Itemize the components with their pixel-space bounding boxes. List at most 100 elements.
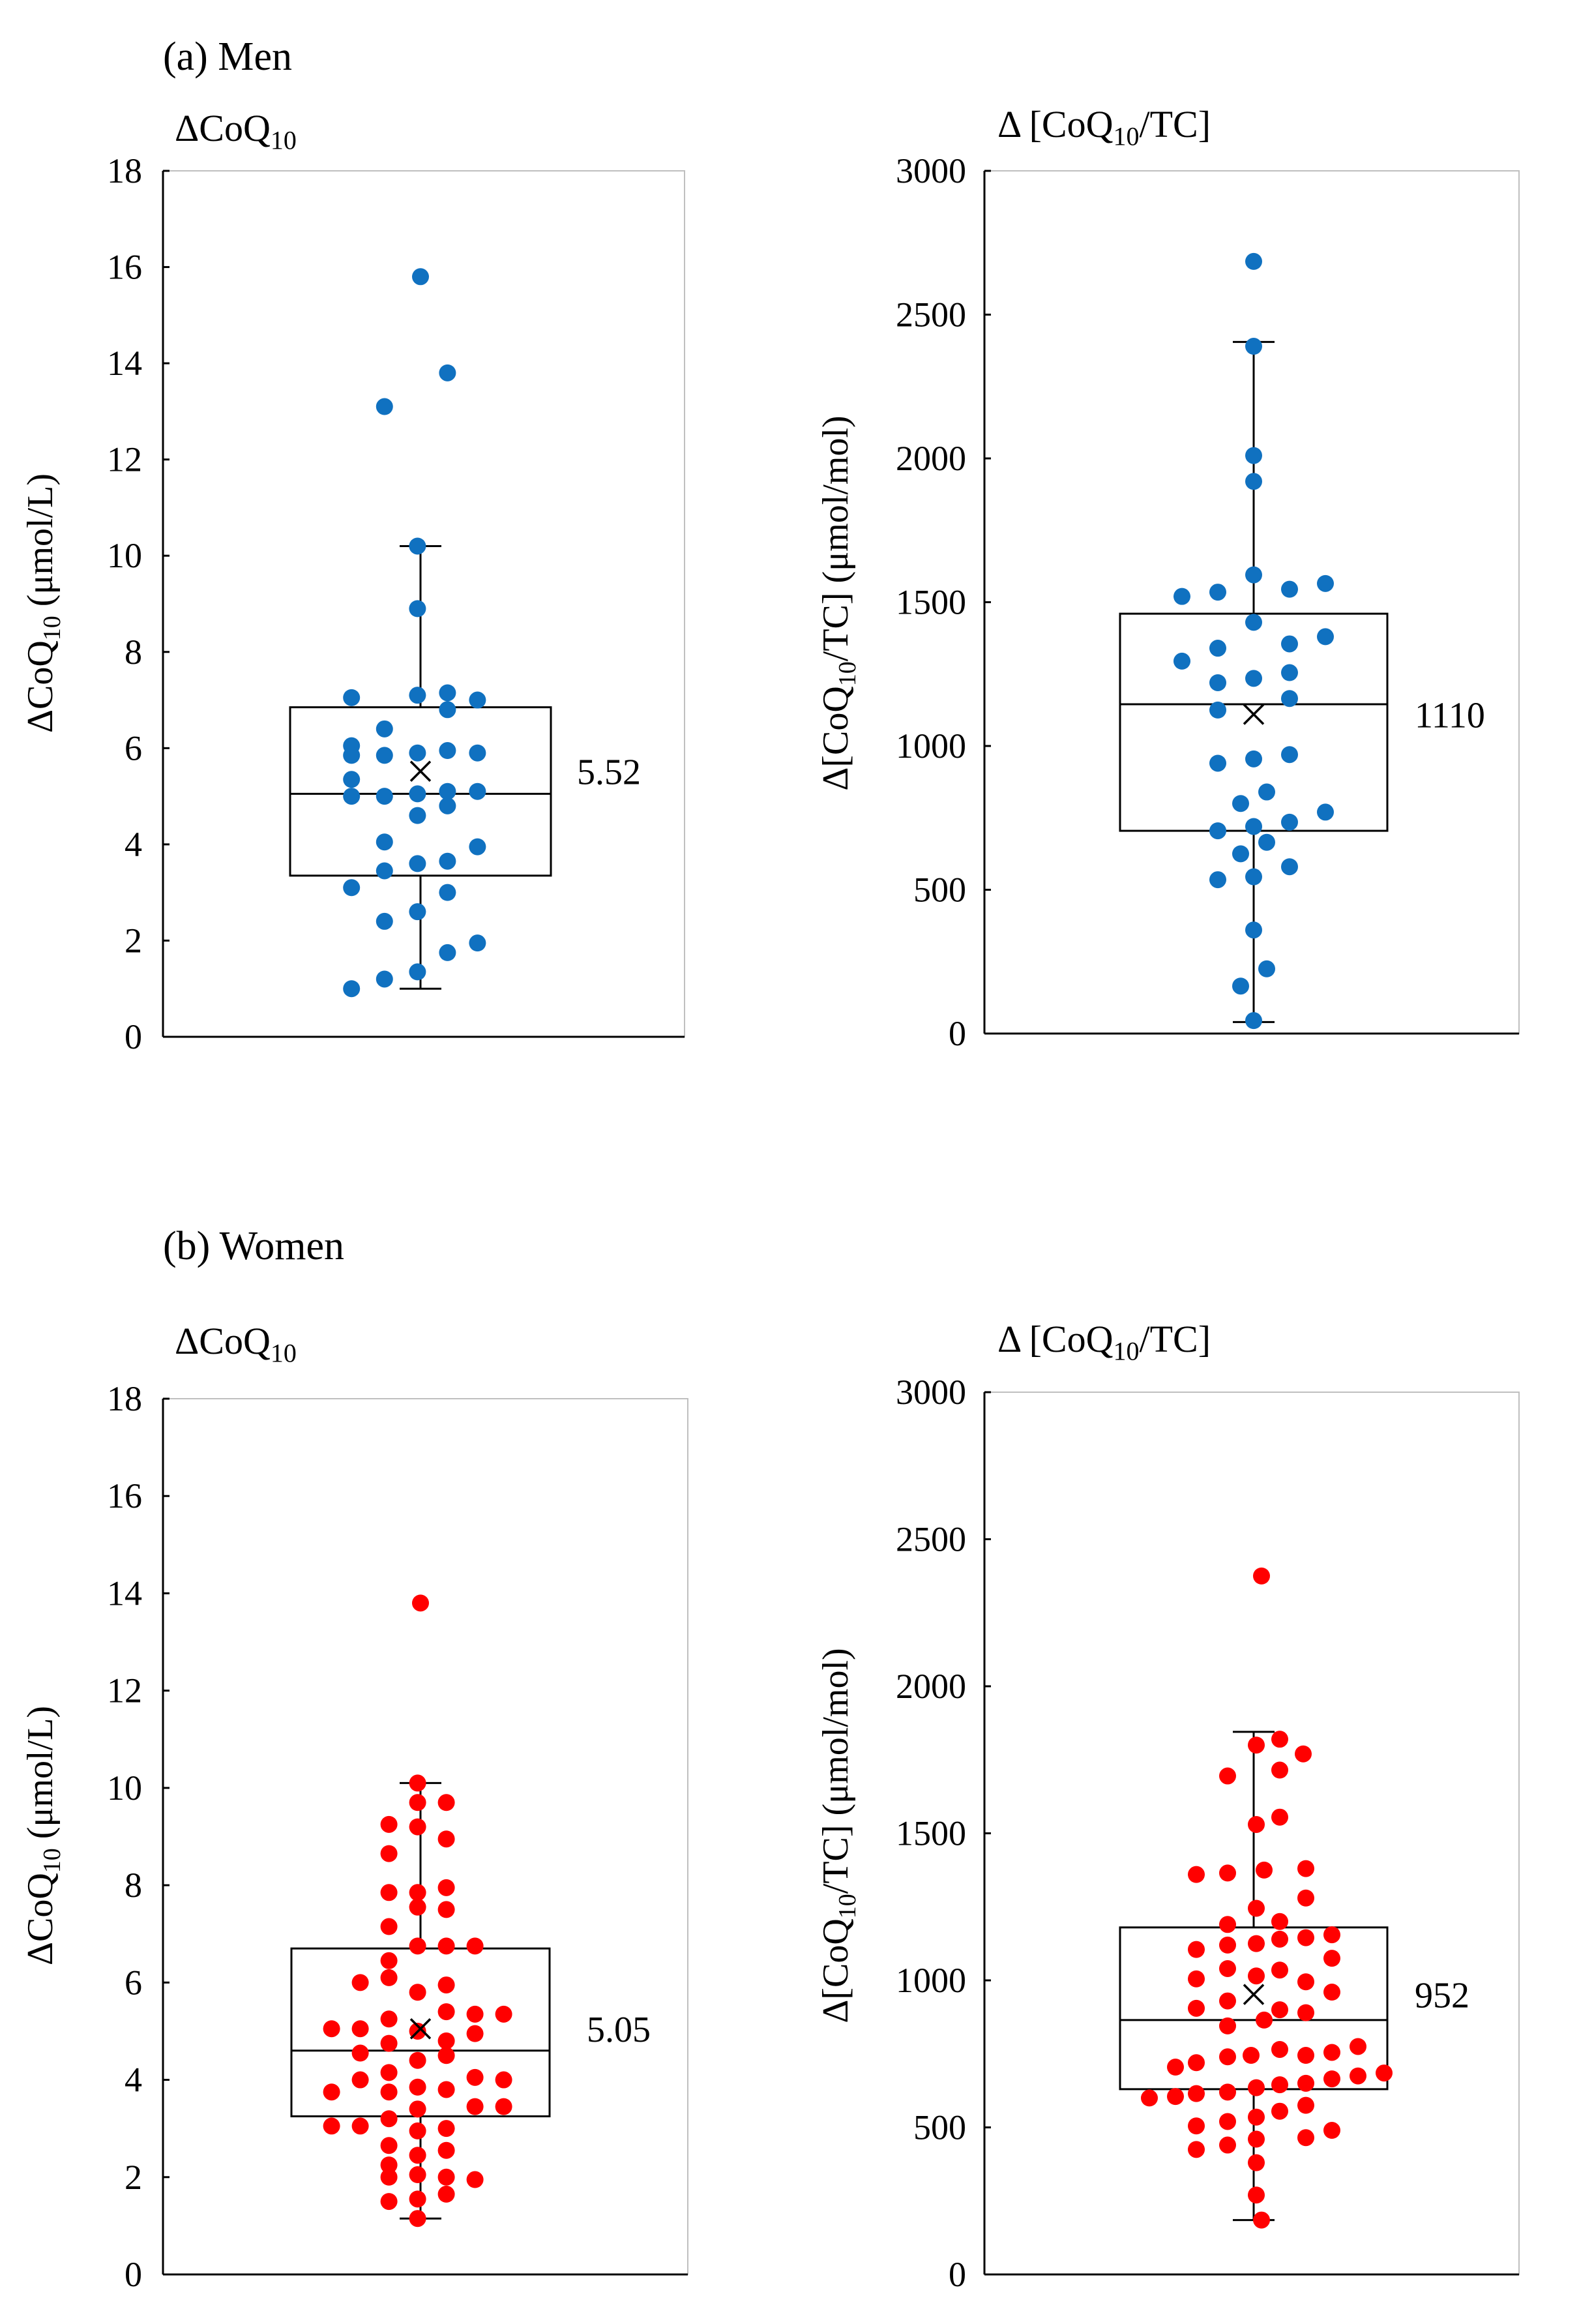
- data-point: [409, 537, 426, 555]
- data-point: [466, 2171, 484, 2188]
- y-tick-label: 3000: [896, 1373, 966, 1412]
- data-point: [469, 782, 486, 800]
- data-point: [1209, 640, 1226, 657]
- iqr-box: [1119, 1926, 1389, 2091]
- y-tick-label: 8: [125, 633, 142, 672]
- data-point: [1323, 2044, 1340, 2061]
- data-point: [380, 2193, 398, 2211]
- data-point: [409, 2078, 426, 2096]
- data-point: [409, 1794, 426, 1811]
- data-point: [409, 785, 426, 803]
- data-point: [376, 970, 393, 988]
- panel-label-men: (a) Men: [163, 35, 292, 79]
- mean-marker: [409, 760, 432, 782]
- y-tick-label: 0: [949, 2255, 966, 2294]
- data-point: [1245, 566, 1262, 584]
- data-point: [437, 2185, 455, 2203]
- data-point: [1256, 1861, 1273, 1879]
- chart-title-women-coq10: ΔCoQ10: [175, 1320, 297, 1368]
- data-point: [1219, 2083, 1236, 2101]
- data-point: [1219, 1959, 1236, 1977]
- data-point: [1297, 2129, 1314, 2147]
- data-point: [1281, 813, 1298, 831]
- data-point: [1271, 2001, 1288, 2019]
- data-point: [343, 788, 361, 805]
- data-point: [437, 1976, 455, 1994]
- data-point: [437, 2032, 455, 2049]
- data-point: [439, 782, 456, 800]
- y-tick-label: 500: [913, 871, 966, 910]
- data-point: [1219, 2048, 1236, 2066]
- mean-marker: [1243, 704, 1265, 725]
- data-point: [466, 2025, 484, 2042]
- data-point: [1271, 1761, 1288, 1779]
- y-tick-label: 6: [125, 728, 142, 767]
- data-point: [1188, 2054, 1205, 2072]
- chart-women-coq10: 0 2 4 6 8 10 12 14 16 18 ΔCoQ10 (μmol/L) 5.05: [20, 1379, 688, 2294]
- data-point: [437, 1830, 455, 1848]
- data-point: [1232, 845, 1249, 863]
- data-point: [469, 744, 486, 762]
- mean-marker: [1243, 1984, 1265, 2005]
- data-point: [1295, 1745, 1312, 1763]
- mean-value-label: 952: [1415, 1976, 1469, 2016]
- data-point: [1297, 1889, 1314, 1907]
- data-point: [409, 600, 426, 618]
- data-point: [1248, 1736, 1265, 1754]
- data-point: [1173, 652, 1190, 670]
- chart-title-men-ratio: Δ [CoQ10/TC]: [997, 103, 1211, 151]
- data-point: [1245, 447, 1262, 464]
- data-point: [409, 1937, 426, 1955]
- data-point: [1188, 1970, 1205, 1988]
- data-point: [351, 2071, 369, 2089]
- data-point: [409, 1818, 426, 1836]
- chart-men-ratio: 0 500 1000 1500 2000 2500 3000 Δ[CoQ10/TC] (μmo…: [816, 151, 1520, 1053]
- data-point: [1323, 1950, 1340, 1967]
- data-point: [466, 1937, 484, 1955]
- data-point: [1245, 921, 1262, 939]
- data-point: [351, 2044, 369, 2062]
- data-point: [1248, 2186, 1265, 2204]
- data-point: [380, 1815, 398, 1833]
- y-axis-label: Δ[CoQ10/TC] (μmol/mol): [816, 1648, 861, 2023]
- data-point: [439, 852, 456, 870]
- data-point: [1248, 1967, 1265, 1985]
- data-point: [351, 2117, 369, 2135]
- data-point: [343, 980, 361, 998]
- data-point: [1271, 2102, 1288, 2120]
- data-point: [1219, 2017, 1236, 2034]
- data-point: [1271, 2040, 1288, 2058]
- data-point: [439, 797, 456, 814]
- data-point: [1173, 588, 1190, 605]
- data-point: [1248, 2079, 1265, 2096]
- y-tick-label: 2: [125, 921, 142, 960]
- y-tick-label: 3000: [896, 151, 966, 190]
- y-tick-label: 0: [949, 1014, 966, 1053]
- chart-title-men-coq10: ΔCoQ10: [175, 107, 297, 155]
- data-point: [1317, 628, 1334, 646]
- data-point: [1232, 795, 1249, 812]
- data-point: [437, 2141, 455, 2159]
- data-point: [437, 1901, 455, 1918]
- data-point: [495, 2098, 512, 2115]
- data-point: [1297, 2096, 1314, 2114]
- y-tick-label: 8: [125, 1866, 142, 1905]
- data-point: [1376, 2064, 1393, 2082]
- data-point: [1209, 674, 1226, 691]
- y-axis-label: ΔCoQ10 (μmol/L): [20, 1706, 66, 1965]
- data-point: [1323, 2070, 1340, 2088]
- data-point: [1188, 2141, 1205, 2158]
- data-point: [409, 2100, 426, 2118]
- data-point: [495, 2071, 512, 2089]
- y-tick-label: 18: [107, 151, 142, 190]
- data-point: [1209, 754, 1226, 772]
- data-point: [469, 691, 486, 709]
- data-point: [1245, 473, 1262, 490]
- data-point: [1219, 2136, 1236, 2154]
- y-tick-label: 2000: [896, 1667, 966, 1706]
- data-point: [1248, 1935, 1265, 1952]
- data-point: [1209, 701, 1226, 719]
- data-point: [1188, 1866, 1205, 1883]
- data-point: [343, 689, 361, 706]
- data-point: [1141, 2089, 1158, 2107]
